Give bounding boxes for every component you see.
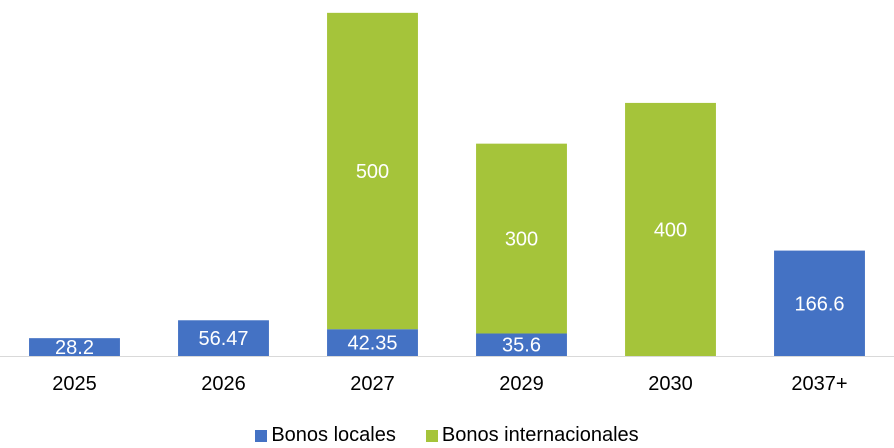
x-tick-label-2026: 2026 <box>201 373 246 395</box>
x-tick-label-2027: 2027 <box>350 373 395 395</box>
data-label-bonos-locales-2027: 42.35 <box>347 333 397 355</box>
x-tick-label-2030: 2030 <box>648 373 693 395</box>
data-label-bonos-locales-2026: 56.47 <box>198 328 248 350</box>
legend-label-bonos-internacionales: Bonos internacionales <box>441 424 639 446</box>
x-tick-label-2029: 2029 <box>499 373 544 395</box>
bar-bonos-internacionales-2030 <box>625 102 716 356</box>
legend: Bonos locales Bonos internacionales <box>0 424 894 447</box>
data-labels-layer: 28.2 56.47 42.35 500 35.6 300 400 166.6 <box>55 161 845 359</box>
data-label-bonos-internacionales-2030: 400 <box>654 219 687 241</box>
data-label-bonos-locales-2025: 28.2 <box>55 337 94 359</box>
legend-label-bonos-locales: Bonos locales <box>271 424 396 446</box>
legend-swatch-bonos-internacionales <box>425 429 438 442</box>
x-axis-tick-labels: 2025 2026 2027 2029 2030 2037+ <box>52 373 847 395</box>
legend-item-bonos-locales: Bonos locales <box>255 424 396 447</box>
bar-bonos-locales-2025 <box>29 338 120 356</box>
data-label-bonos-locales-2029: 35.6 <box>502 335 541 357</box>
x-tick-label-2025: 2025 <box>52 373 97 395</box>
x-tick-label-2037plus: 2037+ <box>791 373 847 395</box>
bar-bonos-internacionales-2027 <box>327 12 418 330</box>
legend-item-bonos-internacionales: Bonos internacionales <box>425 424 639 447</box>
bar-bonos-internacionales-2029 <box>476 143 567 334</box>
bar-bonos-locales-2027 <box>327 329 418 356</box>
legend-swatch-bonos-locales <box>255 429 268 442</box>
bar-bonos-locales-2026 <box>178 320 269 356</box>
bar-bonos-locales-2029 <box>476 333 567 356</box>
data-label-bonos-locales-2037plus: 166.6 <box>794 293 844 315</box>
data-label-bonos-internacionales-2029: 300 <box>505 229 538 251</box>
bar-bonos-locales-2037plus <box>774 250 865 356</box>
data-label-bonos-internacionales-2027: 500 <box>356 161 389 183</box>
bars-layer <box>29 12 865 356</box>
